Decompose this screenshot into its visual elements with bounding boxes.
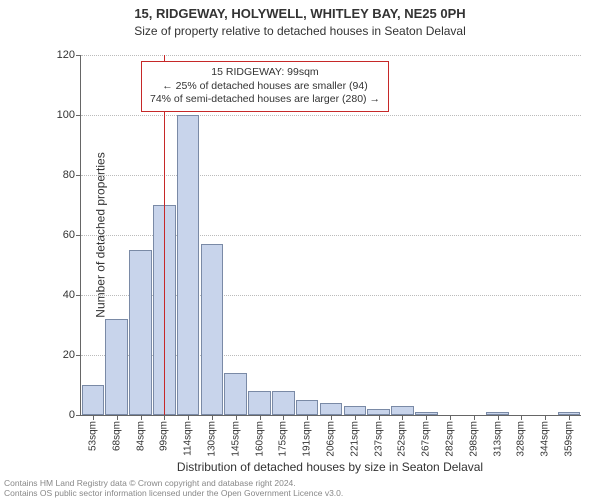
x-tick-label: 206sqm (326, 421, 337, 457)
y-tick-label: 20 (63, 349, 75, 361)
y-tick-label: 0 (69, 409, 75, 421)
x-tick-label: 84sqm (135, 421, 146, 451)
title-address: 15, RIDGEWAY, HOLYWELL, WHITLEY BAY, NE2… (0, 6, 600, 21)
x-tick-label: 99sqm (159, 421, 170, 451)
x-tick-label: 130sqm (206, 421, 217, 457)
y-tick-label: 100 (57, 109, 75, 121)
x-tick-label: 160sqm (254, 421, 265, 457)
x-tick-label: 298sqm (468, 421, 479, 457)
bar (129, 250, 152, 415)
y-tick-label: 40 (63, 289, 75, 301)
bar (320, 403, 343, 415)
x-tick-label: 191sqm (302, 421, 313, 457)
x-tick-label: 282sqm (445, 421, 456, 457)
grid-line (81, 115, 581, 116)
x-tick-label: 328sqm (516, 421, 527, 457)
chart-plot-area: 02040608010012053sqm68sqm84sqm99sqm114sq… (80, 55, 580, 415)
bar (201, 244, 224, 415)
bar (391, 406, 414, 415)
x-tick-label: 53sqm (87, 421, 98, 451)
x-tick-label: 114sqm (183, 421, 194, 456)
x-tick-label: 221sqm (349, 421, 360, 457)
bar (224, 373, 247, 415)
y-tick-label: 120 (57, 49, 75, 61)
bar (82, 385, 105, 415)
bar (105, 319, 128, 415)
bar (344, 406, 367, 415)
y-tick-label: 60 (63, 229, 75, 241)
y-tick-label: 80 (63, 169, 75, 181)
bar (177, 115, 200, 415)
x-tick-label: 313sqm (492, 421, 503, 457)
annotation-box: 15 RIDGEWAY: 99sqm← 25% of detached hous… (141, 61, 389, 112)
x-axis-label: Distribution of detached houses by size … (80, 460, 580, 474)
x-tick-label: 68sqm (111, 421, 122, 451)
bar (296, 400, 319, 415)
x-tick-label: 344sqm (540, 421, 551, 457)
title-context: Size of property relative to detached ho… (0, 24, 600, 38)
x-tick-label: 267sqm (421, 421, 432, 457)
x-tick-label: 359sqm (564, 421, 575, 457)
footer-attribution: Contains HM Land Registry data © Crown c… (4, 478, 343, 498)
grid-line (81, 175, 581, 176)
x-tick-label: 252sqm (397, 421, 408, 457)
x-tick-label: 175sqm (278, 421, 289, 457)
grid-line (81, 55, 581, 56)
x-tick-label: 145sqm (230, 421, 241, 457)
x-tick-label: 237sqm (373, 421, 384, 457)
bar (248, 391, 271, 415)
bar (272, 391, 295, 415)
